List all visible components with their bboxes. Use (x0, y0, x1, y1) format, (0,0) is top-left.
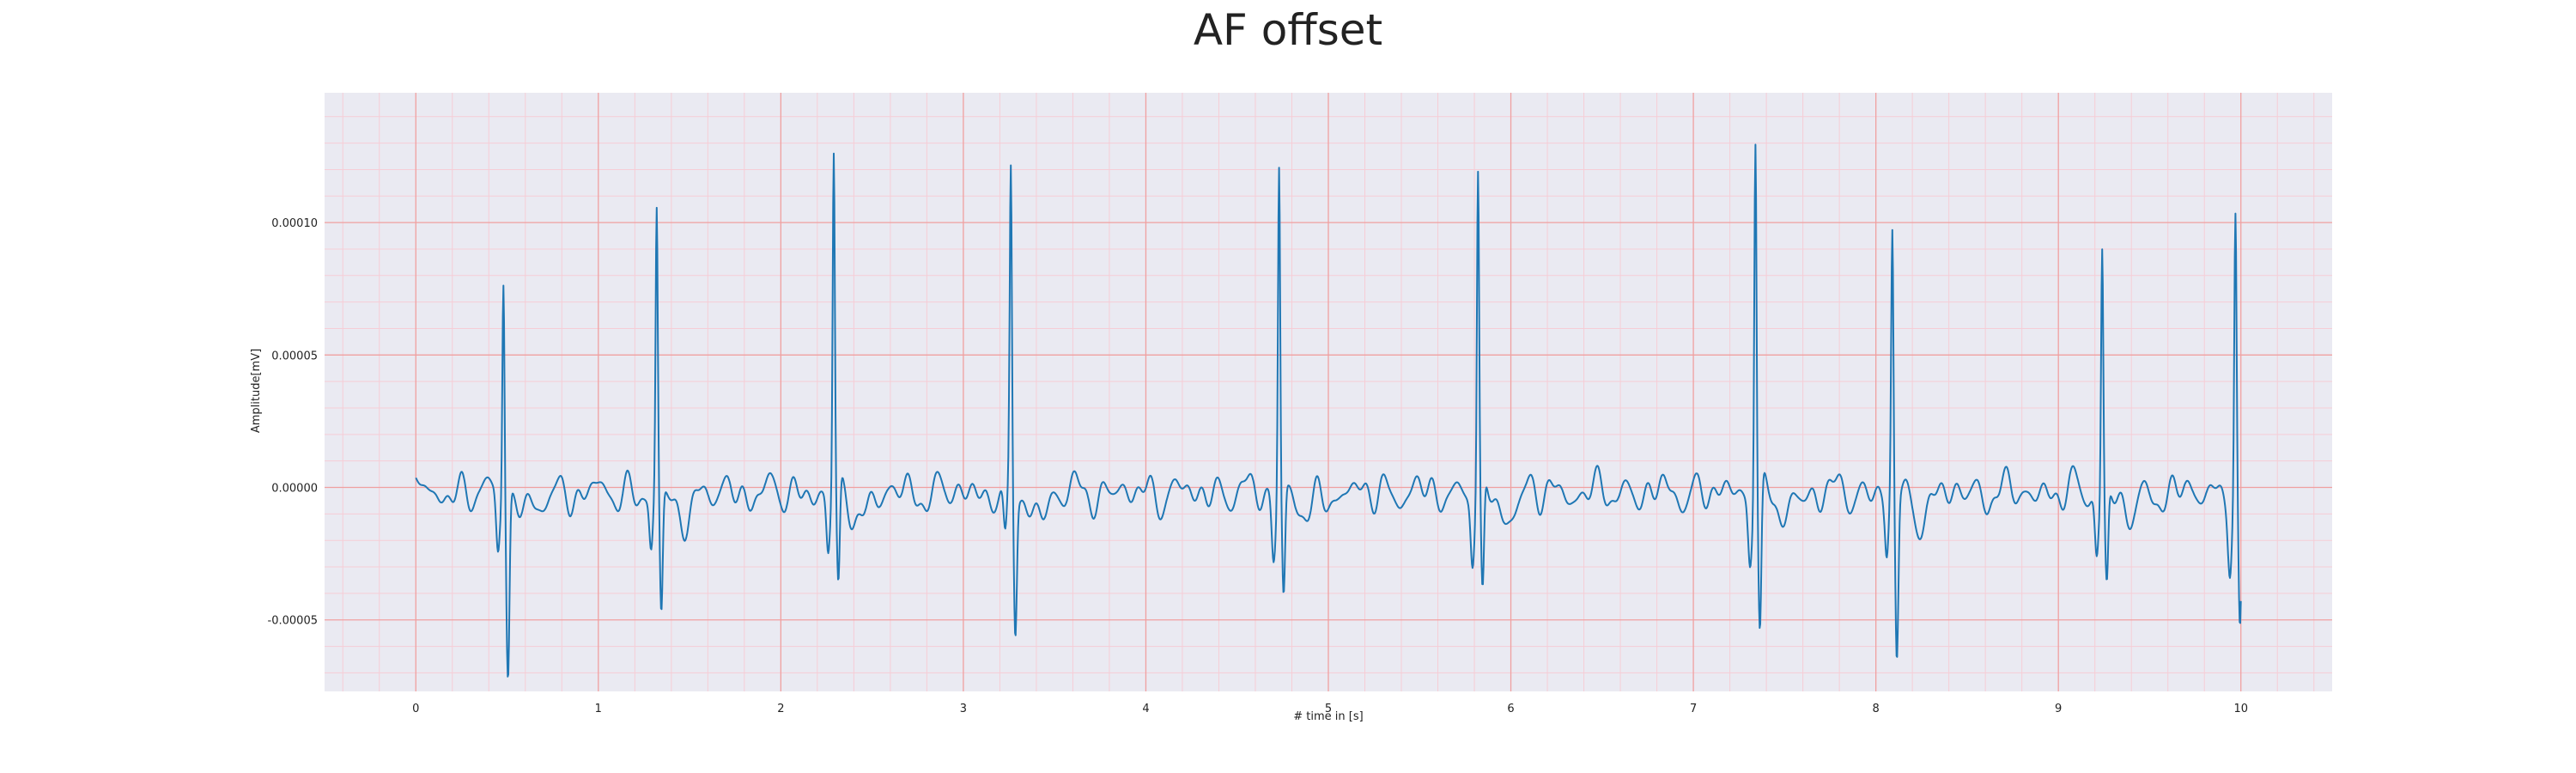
series-line (415, 143, 2242, 678)
x-tick-label: 9 (2055, 703, 2062, 715)
x-tick-label: 5 (1325, 703, 1332, 715)
x-tick-label: 7 (1690, 703, 1697, 715)
x-tick-label: 3 (960, 703, 967, 715)
chart-title: AF offset (1194, 5, 1382, 55)
y-tick-label: -0.00005 (268, 615, 318, 628)
x-tick-label: 6 (1507, 703, 1514, 715)
x-tick-label: 8 (1872, 703, 1879, 715)
x-tick-label: 10 (2233, 703, 2248, 715)
x-tick-label: 4 (1142, 703, 1149, 715)
y-tick-label: 0.00005 (271, 350, 318, 362)
tick-labels: 0 1 2 3 4 5 6 7 8 9 10 -0.00005 0.00000 0.00005 0.0001… (268, 217, 2248, 715)
series-layer (415, 143, 2242, 678)
x-tick-label: 2 (777, 703, 784, 715)
y-tick-label: 0.00000 (271, 483, 318, 496)
grid (325, 93, 2332, 691)
x-tick-label: 1 (595, 703, 602, 715)
y-axis-label: Amplitude[mV] (250, 349, 263, 433)
x-tick-label: 0 (412, 703, 419, 715)
x-axis-label: # time in [s] (1293, 710, 1363, 723)
y-tick-label: 0.00010 (271, 217, 318, 230)
